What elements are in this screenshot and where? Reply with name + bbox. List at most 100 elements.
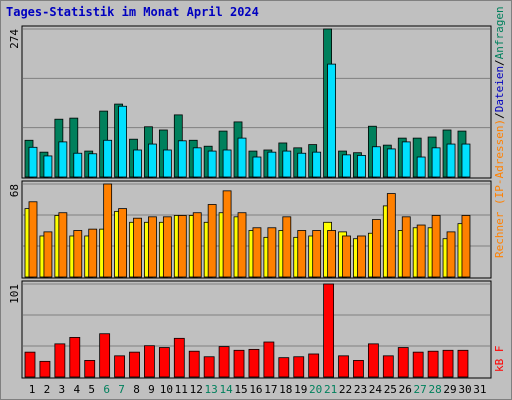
x-tick-label: 18 [279,383,292,396]
bar [252,156,262,178]
bar [382,355,394,378]
bar [386,193,396,278]
bar [43,231,53,278]
bar [293,356,305,378]
bar [218,346,230,378]
bar [133,217,142,278]
bar [386,148,396,178]
bar [118,208,127,278]
bar [237,137,247,178]
x-tick-label: 21 [324,383,337,396]
bar [162,149,172,178]
x-tick-label: 8 [133,383,140,396]
bar [203,356,215,378]
x-tick-label: 23 [354,383,367,396]
bar [222,190,232,278]
bar [267,227,277,278]
bar [282,150,292,178]
y-tick-label: 101 [8,284,21,304]
bar [446,143,456,178]
bar [28,201,38,278]
x-tick-label: 12 [190,383,203,396]
bar [327,230,337,278]
bar [427,350,439,378]
bar [28,146,38,178]
bar [278,357,290,378]
bar [353,360,364,378]
bar [461,143,471,178]
bar [416,224,426,278]
x-tick-label: 13 [205,383,218,396]
bar [58,141,68,178]
bar [129,351,140,378]
bar [237,212,247,278]
bar [69,337,81,378]
x-tick-label: 29 [443,383,456,396]
x-tick-label: 2 [44,383,51,396]
x-tick-label: 26 [399,383,412,396]
bar [308,353,320,378]
bar [84,360,96,378]
bar [446,231,456,278]
bar [416,156,426,178]
bar [148,216,157,278]
bar [118,105,127,178]
x-tick-label: 22 [339,383,352,396]
bar [88,228,98,278]
bar [252,227,262,278]
x-tick-label: 17 [264,383,277,396]
bar [144,345,155,378]
bar [397,347,409,378]
bar [103,183,113,278]
bar [248,348,260,378]
bar [173,337,185,378]
x-tick-label: 25 [384,383,397,396]
bar [148,143,157,178]
bar [312,151,322,178]
bar [192,147,202,178]
bar [133,149,142,178]
bar [233,349,245,378]
bar [357,235,366,278]
bar [207,204,217,278]
bar [367,343,379,378]
x-tick-label: 4 [73,383,80,396]
bar [103,139,113,178]
chart-title: Tages-Statistik im Monat April 2024 [6,5,259,19]
bar [177,215,187,278]
bar [401,141,411,178]
legend-entry: Anfragen [493,6,506,59]
x-tick-label: 31 [473,383,486,396]
x-tick-label: 19 [294,383,307,396]
x-tick-label: 11 [175,383,188,396]
bar [401,216,411,278]
bar [267,151,277,178]
x-tick-label: 5 [88,383,95,396]
x-tick-label: 15 [234,383,247,396]
bar [222,149,232,178]
y-tick-label: 274 [8,29,21,49]
bar [312,230,322,278]
x-tick-label: 20 [309,383,322,396]
bar [338,355,349,378]
x-tick-label: 14 [219,383,233,396]
x-tick-label: 27 [414,383,427,396]
bar [54,343,66,378]
legend-entry: kB F [493,346,506,373]
bar [192,212,202,278]
bar [158,347,170,378]
bar [99,333,111,378]
legend-entry: / [493,112,506,119]
bar [342,235,351,278]
x-tick-label: 16 [249,383,262,396]
x-tick-label: 30 [458,383,471,396]
bar [73,230,83,278]
x-tick-label: 7 [118,383,125,396]
bar [24,351,36,378]
bar [177,140,187,178]
bar [39,360,51,378]
bar [412,351,424,378]
bar [114,355,125,378]
bar [323,283,335,378]
